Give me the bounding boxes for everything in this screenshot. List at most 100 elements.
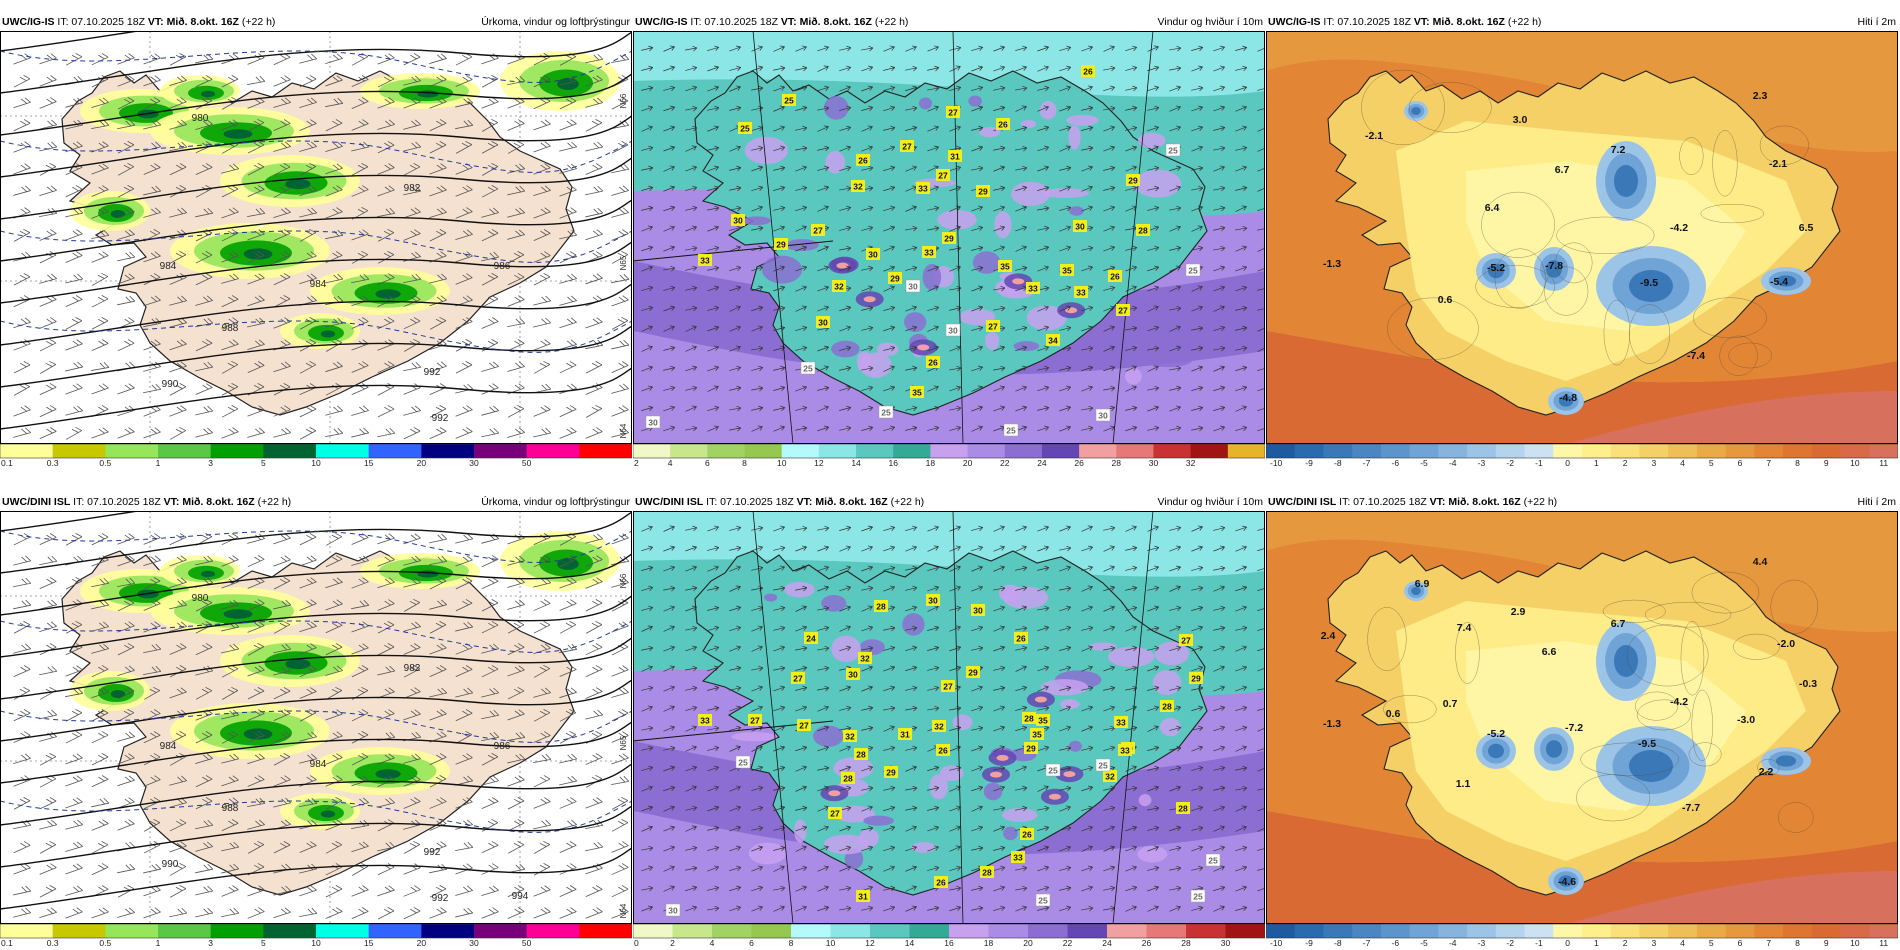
legend-swatch — [316, 924, 370, 938]
temperature-label: 3.0 — [1513, 114, 1528, 126]
svg-text:26: 26 — [938, 746, 948, 756]
panel-title: Úrkoma, vindur og loftþrýstingur — [481, 496, 630, 508]
legend-tick: 28 — [1112, 458, 1122, 467]
legend-swatch — [263, 924, 317, 938]
gust-label: 28 — [1160, 700, 1174, 712]
legend-swatch — [1352, 924, 1382, 938]
panel-ig-precip: UWC/IG-IS IT: 07.10.2025 18Z VT: Mið. 8.… — [0, 14, 632, 467]
model-name: UWC/DINI ISL — [635, 496, 704, 508]
legend-tick: 10 — [1850, 938, 1860, 947]
init-time: IT: 07.10.2025 18Z — [73, 496, 161, 508]
gust-label: 27 — [811, 224, 825, 236]
legend-tick: 9 — [1824, 458, 1829, 467]
legend-swatch — [421, 444, 475, 458]
legend-tick: -1 — [1535, 938, 1543, 947]
init-time: IT: 07.10.2025 18Z — [706, 496, 794, 508]
legend-tick: -3 — [1478, 458, 1486, 467]
legend-swatch — [930, 444, 969, 458]
temperature-label: 2.3 — [1753, 90, 1768, 102]
svg-text:30: 30 — [948, 326, 958, 336]
svg-text:29: 29 — [944, 234, 954, 244]
pressure-label: 990 — [162, 859, 179, 870]
legend-swatch — [1869, 924, 1898, 938]
legend-swatch — [52, 444, 106, 458]
init-time: IT: 07.10.2025 18Z — [690, 16, 778, 28]
pressure-label: 988 — [222, 803, 239, 814]
panel-header: UWC/IG-IS IT: 07.10.2025 18Z VT: Mið. 8.… — [633, 14, 1265, 31]
legend-swatch — [1696, 444, 1727, 458]
svg-text:25: 25 — [1006, 426, 1016, 436]
svg-text:33: 33 — [1076, 288, 1086, 298]
legend-swatch — [1028, 924, 1068, 938]
gust-label: 26 — [926, 356, 940, 368]
temperature-label: -1.3 — [1323, 258, 1341, 270]
gust-label: 31 — [948, 150, 962, 162]
gust-label: 31 — [856, 890, 870, 902]
svg-text:27: 27 — [750, 716, 760, 726]
legend-swatch — [158, 444, 212, 458]
pressure-label: 992 — [424, 847, 441, 858]
temperature-label: 4.4 — [1753, 556, 1768, 568]
legend-tick: 15 — [364, 458, 374, 467]
svg-text:26: 26 — [858, 156, 868, 166]
legend-swatch — [105, 444, 159, 458]
init-time: IT: 07.10.2025 18Z — [57, 16, 145, 28]
latitude-label: N66 — [619, 93, 628, 108]
legend-tick: 0.5 — [99, 938, 111, 947]
svg-text:25: 25 — [1048, 766, 1058, 776]
legend-tick: 5 — [261, 458, 266, 467]
legend-tick: 1 — [1594, 938, 1599, 947]
svg-text:33: 33 — [700, 256, 710, 266]
gust-label: 27 — [941, 680, 955, 692]
svg-text:35: 35 — [1038, 716, 1048, 726]
latitude-label: N65 — [619, 735, 628, 750]
legend-tick: 0 — [1565, 458, 1570, 467]
gust-label: 26 — [1014, 632, 1028, 644]
svg-text:26: 26 — [1022, 830, 1032, 840]
legend-swatch — [1754, 924, 1784, 938]
pressure-label: 986 — [494, 261, 511, 272]
legend-swatch — [830, 924, 871, 938]
legend-tick: 1 — [156, 938, 161, 947]
gust-label: 29 — [966, 666, 980, 678]
legend-tick: 0.5 — [99, 458, 111, 467]
gust-label: 25 — [1185, 263, 1201, 277]
legend-swatch — [1186, 924, 1226, 938]
gust-label: 25 — [1190, 889, 1206, 903]
temperature-label: -7.4 — [1687, 350, 1705, 362]
color-legend: -10 -9 -8 -7 -6 -5 -4 -3 -2 -1 0 1 2 3 4 5 6 7 8 9 10 11 — [1266, 924, 1898, 947]
legend-swatch — [1190, 444, 1229, 458]
temperature-label: 6.7 — [1555, 164, 1570, 176]
svg-text:30: 30 — [733, 216, 743, 226]
lead-time: (+22 h) — [890, 496, 925, 508]
svg-text:30: 30 — [928, 596, 938, 606]
gust-label: 26 — [936, 744, 950, 756]
gust-label: 35 — [1030, 728, 1044, 740]
gust-label: 27 — [900, 140, 914, 152]
svg-text:25: 25 — [784, 96, 794, 106]
legend-swatch — [1409, 444, 1439, 458]
legend-swatch — [316, 444, 370, 458]
temperature-label: -9.5 — [1638, 738, 1656, 750]
temperature-label: -1.3 — [1323, 718, 1341, 730]
legend-swatch — [633, 444, 671, 458]
gust-label: 33 — [1118, 744, 1132, 756]
gust-label: 30 — [1095, 408, 1111, 422]
legend-tick: 0.1 — [1, 938, 13, 947]
temperature-label: -3.0 — [1737, 714, 1755, 726]
temperature-label: -4.6 — [1558, 876, 1576, 888]
svg-text:24: 24 — [806, 634, 816, 644]
legend-swatch — [1438, 924, 1468, 938]
color-legend: -10 -9 -8 -7 -6 -5 -4 -3 -2 -1 0 1 2 3 4 5 6 7 8 9 10 11 — [1266, 444, 1898, 467]
pressure-label: 994 — [512, 891, 529, 902]
legend-swatch — [893, 444, 931, 458]
svg-text:26: 26 — [1083, 67, 1093, 77]
legend-tick: 2 — [670, 938, 675, 947]
map-area: 25 25 26 27 27 31 26 26 32 33 27 29 30 33 29 27 30 33 29 35… — [633, 31, 1265, 444]
temperature-label: -4.8 — [1559, 392, 1577, 404]
lead-time: (+22 h) — [257, 496, 292, 508]
legend-swatch — [1582, 924, 1612, 938]
legend-tick: 10 — [826, 938, 836, 947]
svg-text:26: 26 — [1110, 272, 1120, 282]
legend-tick: -2 — [1506, 458, 1514, 467]
